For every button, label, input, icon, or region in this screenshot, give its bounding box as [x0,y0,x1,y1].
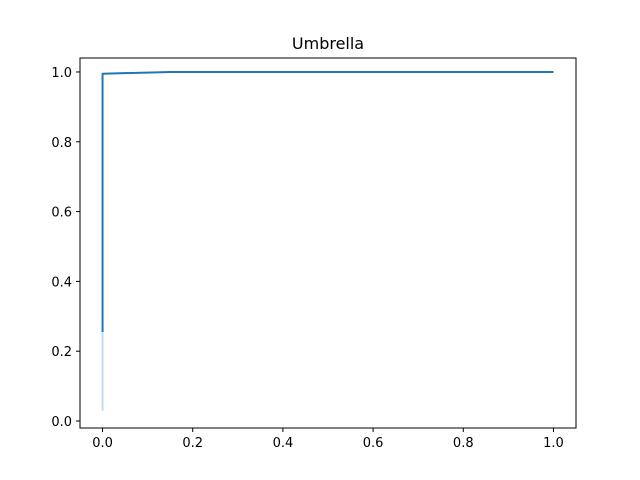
y-tick-label: 0.0 [51,415,72,430]
y-axis: 0.0 0.2 0.4 0.6 0.8 1.0 [51,66,80,430]
chart-title: Umbrella [292,34,364,53]
x-tick-label: 0.6 [363,436,384,451]
x-tick-label: 0.4 [273,436,294,451]
y-tick-label: 1.0 [51,66,72,81]
y-tick-label: 0.2 [51,345,72,360]
plot-area-frame [79,57,577,429]
x-tick-label: 1.0 [543,436,564,451]
x-axis: 0.0 0.2 0.4 0.6 0.8 1.0 [92,428,564,451]
y-tick-label: 0.8 [51,136,72,151]
y-tick-label: 0.6 [51,206,72,221]
x-tick-label: 0.8 [453,436,474,451]
plot-series [101,70,554,411]
x-tick-label: 0.2 [182,436,203,451]
series-line [101,70,554,333]
y-tick-label: 0.4 [51,275,72,290]
x-tick-label: 0.0 [92,436,113,451]
